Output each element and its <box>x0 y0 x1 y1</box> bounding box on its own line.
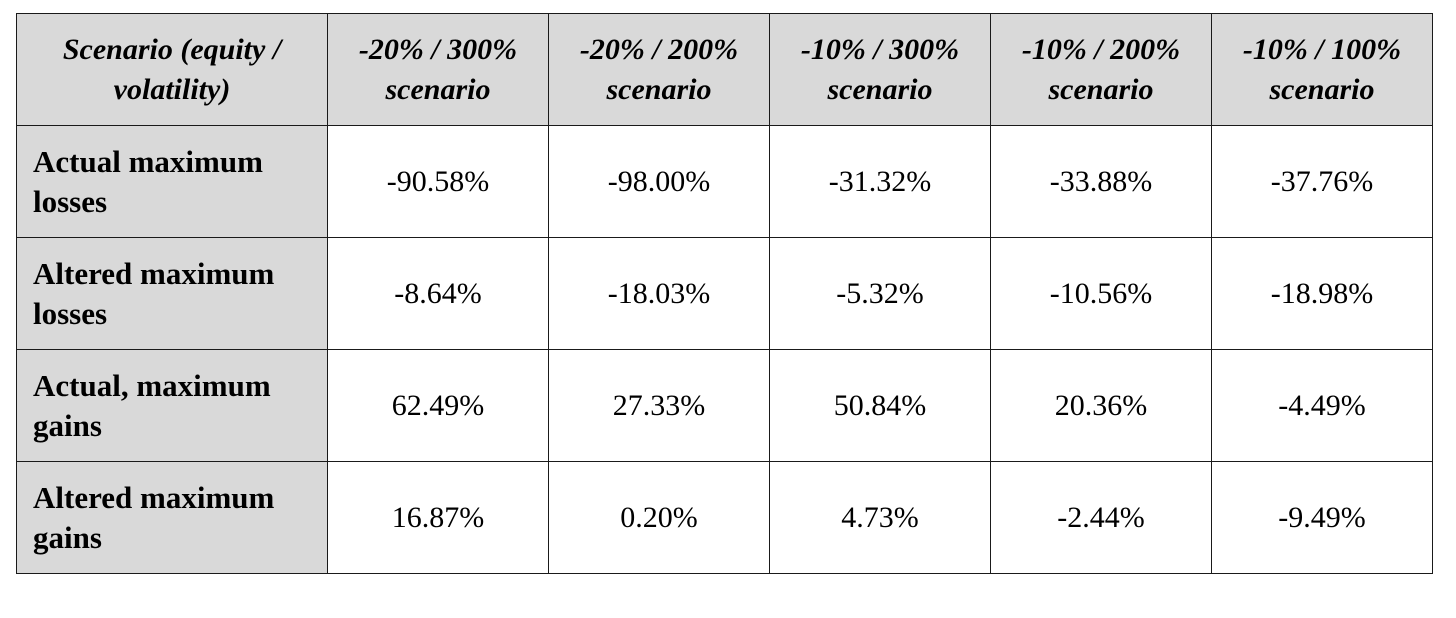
table-row-actual-losses: Actual maximum losses -90.58% -98.00% -3… <box>16 125 1433 238</box>
table-row-actual-gains: Actual, maximum gains 62.49% 27.33% 50.8… <box>16 349 1433 462</box>
value-cell: -37.76% <box>1211 125 1433 238</box>
header-text: -20% / 200% scenario <box>579 32 739 106</box>
row-label-cell: Actual maximum losses <box>16 125 328 238</box>
value-cell: 50.84% <box>769 349 991 462</box>
value-cell: -9.49% <box>1211 461 1433 574</box>
value-cell: -2.44% <box>990 461 1212 574</box>
value-cell: 0.20% <box>548 461 770 574</box>
row-label-cell: Altered maximum losses <box>16 237 328 350</box>
header-row: Scenario (equity / volatility) -20% / 30… <box>16 13 1433 126</box>
row-label-cell: Actual, maximum gains <box>16 349 328 462</box>
header-cell-10-200: -10% / 200% scenario <box>990 13 1212 126</box>
value-cell: -31.32% <box>769 125 991 238</box>
value-cell: -90.58% <box>327 125 549 238</box>
header-text: Scenario (equity / volatility) <box>62 32 282 106</box>
row-label: Actual maximum losses <box>33 143 263 219</box>
header-cell-10-300: -10% / 300% scenario <box>769 13 991 126</box>
row-label: Altered maximum losses <box>33 255 275 331</box>
value-cell: 62.49% <box>327 349 549 462</box>
header-cell-10-100: -10% / 100% scenario <box>1211 13 1433 126</box>
value-cell: -33.88% <box>990 125 1212 238</box>
value-cell: -4.49% <box>1211 349 1433 462</box>
value-cell: 4.73% <box>769 461 991 574</box>
header-cell-20-300: -20% / 300% scenario <box>327 13 549 126</box>
value-cell: 27.33% <box>548 349 770 462</box>
row-label-cell: Altered maximum gains <box>16 461 328 574</box>
value-cell: 16.87% <box>327 461 549 574</box>
value-cell: -18.03% <box>548 237 770 350</box>
value-cell: -18.98% <box>1211 237 1433 350</box>
value-cell: -5.32% <box>769 237 991 350</box>
row-label: Actual, maximum gains <box>33 367 271 443</box>
value-cell: -8.64% <box>327 237 549 350</box>
header-text: -10% / 100% scenario <box>1242 32 1402 106</box>
header-text: -20% / 300% scenario <box>358 32 518 106</box>
table-row-altered-gains: Altered maximum gains 16.87% 0.20% 4.73%… <box>16 461 1433 574</box>
value-cell: -98.00% <box>548 125 770 238</box>
value-cell: -10.56% <box>990 237 1212 350</box>
row-label: Altered maximum gains <box>33 479 275 555</box>
value-cell: 20.36% <box>990 349 1212 462</box>
scenario-results-table: Scenario (equity / volatility) -20% / 30… <box>16 13 1433 574</box>
header-text: -10% / 200% scenario <box>1021 32 1181 106</box>
header-cell-scenario: Scenario (equity / volatility) <box>16 13 328 126</box>
table-row-altered-losses: Altered maximum losses -8.64% -18.03% -5… <box>16 237 1433 350</box>
header-text: -10% / 300% scenario <box>800 32 960 106</box>
header-cell-20-200: -20% / 200% scenario <box>548 13 770 126</box>
